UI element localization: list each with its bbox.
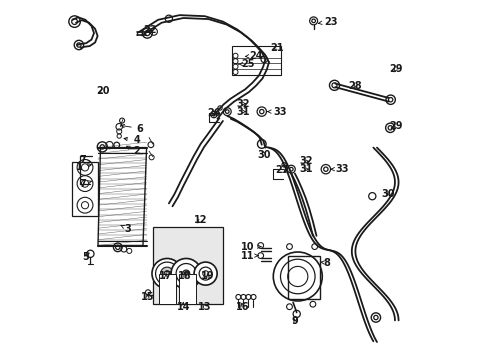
Text: 26: 26 [207, 108, 220, 118]
Text: 21: 21 [269, 42, 283, 53]
Text: 10: 10 [241, 242, 260, 252]
Text: 8: 8 [320, 258, 330, 268]
Text: 11: 11 [241, 251, 258, 261]
Text: 25: 25 [238, 59, 254, 69]
Text: 19: 19 [201, 271, 214, 282]
Text: 7: 7 [80, 179, 92, 189]
Bar [231, 46, 280, 75]
Text: 33: 33 [267, 107, 286, 117]
Text: 5: 5 [82, 252, 89, 262]
Text: 20: 20 [97, 86, 110, 96]
Bar [72, 162, 98, 216]
Circle shape [171, 258, 201, 289]
Circle shape [182, 270, 189, 277]
Bar [179, 274, 196, 304]
Text: 9: 9 [291, 316, 298, 326]
Text: 4: 4 [124, 135, 140, 145]
Text: 12: 12 [193, 215, 207, 225]
Text: 30: 30 [381, 189, 394, 199]
Text: 15: 15 [140, 292, 154, 302]
Circle shape [152, 258, 182, 289]
Text: 31: 31 [236, 107, 250, 117]
Text: 29: 29 [388, 121, 402, 131]
Text: 13: 13 [198, 302, 211, 312]
Text: 32: 32 [236, 99, 250, 109]
Text: 2: 2 [126, 146, 140, 156]
Circle shape [160, 267, 173, 280]
Bar [152, 227, 223, 304]
Text: 17: 17 [159, 271, 172, 282]
Text: 3: 3 [121, 224, 131, 234]
Text: 22: 22 [143, 24, 157, 35]
Text: 30: 30 [257, 150, 270, 160]
Text: 23: 23 [318, 17, 337, 27]
Text: 29: 29 [388, 64, 402, 74]
Text: 18: 18 [178, 271, 191, 282]
Text: 6: 6 [121, 123, 143, 134]
Text: 33: 33 [330, 164, 348, 174]
Text: 32: 32 [299, 156, 312, 166]
Text: 28: 28 [348, 81, 362, 91]
Text: 31: 31 [299, 164, 312, 174]
Text: 14: 14 [176, 302, 190, 312]
Bar [159, 274, 176, 304]
Text: 1: 1 [75, 162, 91, 172]
Circle shape [194, 262, 217, 285]
Text: 24: 24 [245, 51, 262, 61]
Bar [287, 256, 320, 299]
Text: 16: 16 [236, 302, 249, 312]
Text: 7: 7 [80, 155, 90, 165]
Text: 27: 27 [275, 165, 288, 175]
